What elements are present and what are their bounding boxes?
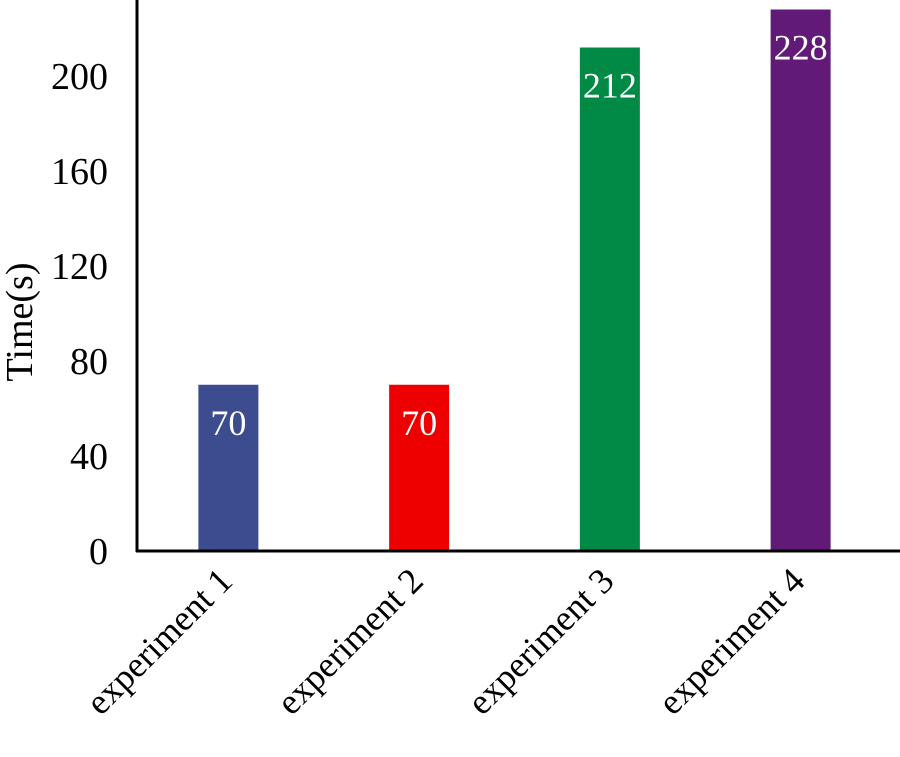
y-tick-label: 80 [70, 341, 108, 383]
y-tick-label: 120 [51, 246, 108, 288]
bar [770, 9, 831, 551]
x-category-label: experiment 2 [269, 560, 431, 722]
bars [198, 9, 831, 551]
x-category-label: experiment 3 [460, 560, 622, 722]
y-axis-ticks: 0 40 80 120 160 200 [51, 56, 108, 573]
bar-data-label: 70 [401, 403, 437, 443]
y-tick-label: 200 [51, 56, 108, 98]
x-category-label: experiment 4 [650, 560, 812, 722]
y-tick-label: 0 [89, 531, 108, 573]
bar-data-label: 70 [210, 403, 246, 443]
bar-data-label: 228 [774, 28, 828, 68]
bar [579, 47, 640, 551]
data-labels: 70 70 212 228 [210, 28, 827, 443]
y-axis-title: Time(s) [0, 263, 41, 382]
y-tick-label: 40 [70, 436, 108, 478]
bar [389, 384, 450, 551]
x-category-label: experiment 1 [78, 560, 240, 722]
y-tick-label: 160 [51, 151, 108, 193]
bar-data-label: 212 [583, 66, 637, 106]
x-axis-labels: experiment 1 experiment 2 experiment 3 expe… [78, 560, 812, 722]
bar [198, 384, 259, 551]
